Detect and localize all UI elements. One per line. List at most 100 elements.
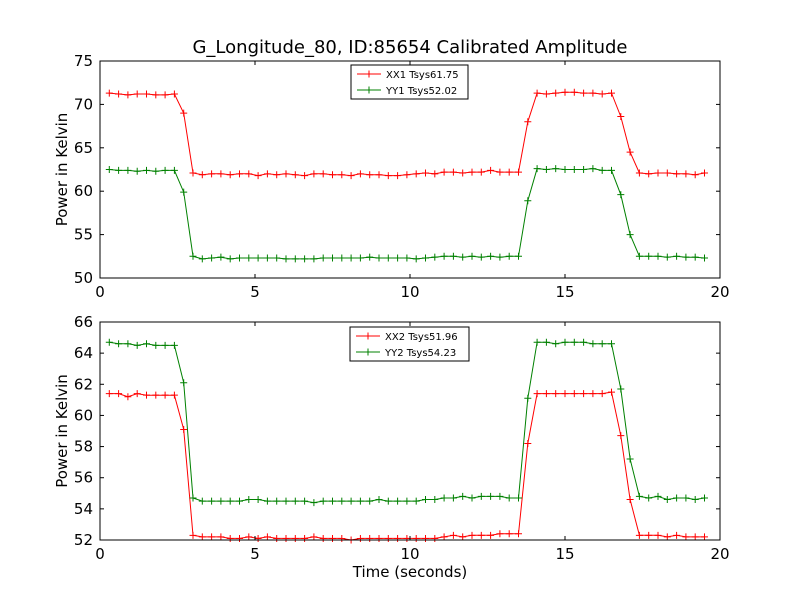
y-tick-label: 58 [74,438,93,456]
data-point-marker [533,390,541,398]
data-point-marker [105,166,113,173]
data-point-marker [403,497,411,505]
data-point-marker [542,338,550,346]
data-point-marker [208,254,216,262]
data-point-marker [459,169,467,177]
data-point-marker [338,497,346,505]
legend: XX1 Tsys61.75 YY1 Tsys52.02 [350,64,469,100]
data-point-marker [226,171,234,179]
legend-marker [365,86,373,94]
data-point-marker [356,170,364,178]
data-point-marker [115,90,123,98]
y-tick-label: 66 [74,313,93,331]
data-point-marker [133,390,141,398]
y-tick-label: 65 [74,139,93,157]
data-point-marker [487,166,495,174]
x-tick-label: 10 [400,283,419,301]
data-point-marker [626,148,634,156]
data-point-marker [189,252,197,260]
data-point-marker [180,425,188,433]
x-tick-label: 20 [710,545,729,563]
plot-panel-2: 0 5 10 15 20 52 54 56 58 60 62 64 66 Power in Kelvin T… [53,313,730,581]
data-point-marker [356,534,364,542]
data-point-marker [701,494,708,502]
y-tick-label: 56 [74,469,93,487]
data-point-marker [170,391,178,399]
data-point-marker [189,531,197,539]
x-tick-label: 0 [95,283,105,301]
x-tick-label: 10 [400,545,419,563]
data-point-marker [468,252,476,260]
legend-label: XX1 Tsys61.75 [386,70,459,81]
data-point-marker [608,89,615,97]
data-point-marker [319,254,327,262]
data-point-marker [403,534,411,542]
data-point-marker [208,533,216,541]
data-point-marker [580,89,588,97]
data-point-marker [654,492,662,500]
data-point-marker [124,393,132,401]
data-point-marker [542,90,550,98]
data-point-marker [589,340,597,348]
y-tick-label: 60 [74,182,93,200]
data-point-marker [143,166,150,174]
data-point-marker [133,90,141,98]
data-point-marker [375,496,383,504]
y-tick-label: 54 [74,500,93,518]
y-tick-label: 70 [74,95,93,113]
data-point-marker [635,169,643,177]
data-point-marker [673,531,681,539]
data-point-marker [552,390,560,398]
data-point-marker [505,168,513,176]
data-point-marker [310,499,318,507]
data-point-marker [180,379,188,387]
data-point-marker [347,172,355,180]
data-point-marker [226,255,234,263]
data-point-marker [189,169,197,177]
data-point-marker [645,494,653,502]
data-point-marker [366,171,374,179]
data-point-marker [236,534,243,542]
data-point-marker [115,340,123,348]
legend-label: YY2 Tsys54.23 [384,348,456,359]
data-point-marker [403,171,411,179]
data-point-marker [366,253,374,261]
data-point-marker [645,170,653,178]
data-point-marker [329,534,336,542]
data-point-marker [691,496,699,504]
data-point-marker [524,439,532,447]
x-axis-label: Time (seconds) [352,563,468,581]
data-point-marker [570,390,578,398]
data-point-marker [291,497,299,505]
legend-label: YY1 Tsys52.02 [385,86,457,97]
data-point-marker [403,254,411,262]
data-point-marker [701,254,708,262]
data-point-marker [468,168,476,176]
data-point-marker [236,254,243,262]
data-point-marker [282,497,290,505]
data-point-marker [542,390,550,398]
data-point-marker [152,91,160,99]
data-point-marker [254,254,262,262]
data-point-marker [105,338,113,346]
data-point-marker [217,497,225,505]
y-tick-label: 75 [74,52,93,70]
data-point-marker [198,533,206,541]
data-point-marker [682,170,690,178]
data-point-marker [431,534,439,542]
data-point-marker [208,497,216,505]
data-point-marker [245,496,253,504]
data-point-marker [170,166,178,174]
data-point-marker [282,534,290,542]
x-tick-label: 20 [710,283,729,301]
x-tick-label: 5 [250,545,260,563]
data-point-marker [487,492,495,500]
data-point-marker [580,390,588,398]
data-point-marker [682,494,690,502]
data-point-marker [654,252,662,260]
data-point-marker [682,533,690,541]
x-tick-label: 0 [95,545,105,563]
data-point-marker [477,531,485,539]
